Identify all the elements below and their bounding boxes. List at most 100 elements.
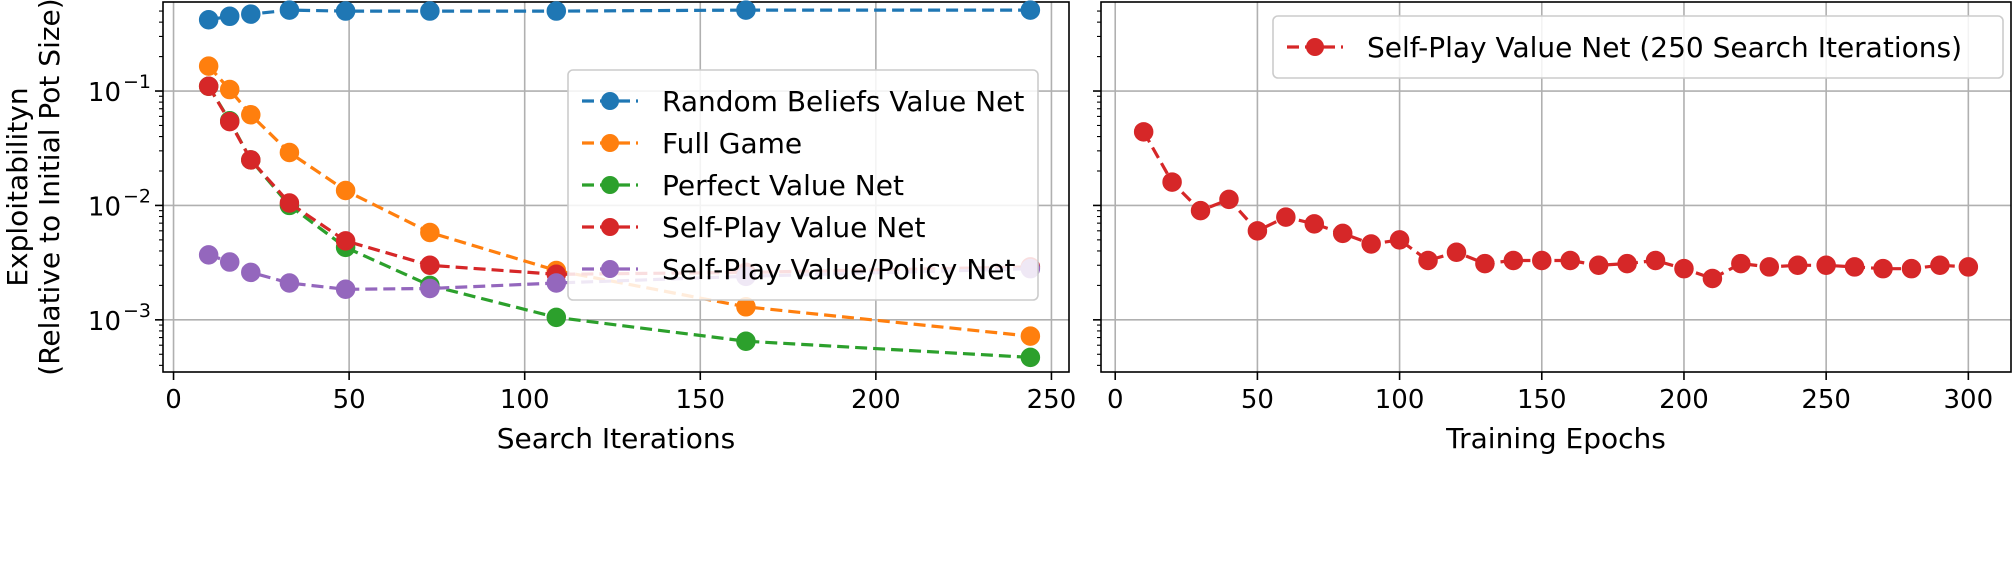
- y-tick-label: 10: [88, 307, 121, 337]
- data-point: [546, 273, 567, 293]
- x-tick-label: 250: [1801, 385, 1851, 415]
- data-point: [219, 111, 240, 132]
- data-point: [1020, 0, 1041, 20]
- y-axis: [1093, 10, 1101, 366]
- y-tick-label: 10: [88, 192, 121, 222]
- legend: Self-Play Value Net (250 Search Iteratio…: [1272, 15, 2004, 79]
- data-point: [1361, 234, 1381, 254]
- data-point: [1645, 250, 1666, 271]
- data-point: [1389, 230, 1410, 250]
- x-axis: 0 50 100 150 200 250 Search Iterations: [165, 372, 1076, 455]
- data-point: [1901, 258, 1922, 279]
- data-point: [420, 278, 440, 299]
- data-point: [335, 180, 356, 201]
- data-point: [198, 245, 219, 265]
- data-point: [279, 273, 300, 293]
- legend-label: Random Beliefs Value Net: [662, 85, 1024, 118]
- x-tick-label: 200: [851, 385, 901, 415]
- x-tick-label: 250: [1027, 385, 1077, 415]
- x-tick-label: 0: [165, 385, 182, 415]
- data-point: [279, 193, 300, 213]
- data-point: [219, 6, 240, 27]
- legend-item: Self-Play Value Net (250 Search Iteratio…: [1287, 31, 1962, 64]
- data-point: [279, 0, 300, 20]
- y-axis-title: Exploitabilityn: [1, 87, 34, 286]
- legend: Random Beliefs Value Net Full Game Perfect…: [567, 69, 1039, 301]
- data-point: [1020, 326, 1041, 346]
- legend-marker: [601, 218, 619, 236]
- legend-box: [567, 69, 1039, 301]
- data-point: [219, 79, 240, 100]
- data-point: [1162, 172, 1182, 192]
- x-tick-label: 0: [1107, 385, 1124, 415]
- data-point: [241, 150, 261, 170]
- x-axis-title: Training Epochs: [1445, 422, 1666, 455]
- data-point: [1674, 258, 1694, 279]
- x-tick-label: 100: [1375, 385, 1425, 415]
- data-point: [279, 142, 300, 163]
- y-tick-label: 10: [88, 78, 121, 108]
- data-point: [1617, 253, 1637, 274]
- legend-item: Full Game: [582, 127, 802, 160]
- data-point: [1816, 255, 1836, 276]
- legend-label: Perfect Value Net: [662, 169, 904, 202]
- data-point: [1247, 221, 1268, 241]
- data-point: [736, 0, 756, 20]
- data-point: [420, 222, 440, 243]
- data-point: [241, 105, 261, 125]
- legend-label: Self-Play Value/Policy Net: [662, 253, 1015, 286]
- data-point: [241, 4, 261, 24]
- y-tick-exponent: −2: [123, 185, 151, 207]
- legend-marker: [1306, 38, 1324, 56]
- x-axis: 0 50 100 150 200 250 300 Training Epochs: [1107, 372, 1993, 455]
- series: [1133, 122, 1979, 289]
- data-point: [1787, 255, 1808, 276]
- series-line: [1142, 131, 1969, 281]
- data-point: [1731, 253, 1751, 274]
- data-point: [1958, 257, 1979, 277]
- data-point: [1844, 257, 1865, 277]
- data-point: [1418, 250, 1438, 271]
- legend-label: Full Game: [662, 127, 802, 160]
- right-panel: 0 50 100 150 200 250 300 Training Epochs Self-Pl…: [1093, 1, 2012, 455]
- legend-label: Self-Play Value Net (250 Search Iteratio…: [1367, 31, 1962, 64]
- data-point: [1873, 258, 1893, 279]
- data-point: [546, 1, 567, 21]
- y-tick-exponent: −1: [123, 71, 151, 93]
- data-point: [1475, 253, 1495, 274]
- data-point: [335, 279, 356, 300]
- y-axis-title: (Relative to Initial Pot Size): [33, 0, 66, 376]
- data-point: [241, 262, 261, 283]
- data-point: [1219, 189, 1239, 210]
- data-point: [198, 76, 219, 97]
- data-point: [1190, 200, 1211, 221]
- plot-frame: [1100, 1, 2012, 373]
- x-tick-label: 50: [333, 385, 366, 415]
- x-tick-label: 150: [1517, 385, 1567, 415]
- x-tick-label: 300: [1944, 385, 1994, 415]
- legend-marker: [601, 260, 619, 278]
- data-point: [198, 9, 219, 30]
- data-point: [1930, 255, 1950, 276]
- data-point: [335, 231, 356, 251]
- series-group: [1133, 122, 1979, 289]
- data-point: [736, 331, 756, 351]
- data-point: [1020, 347, 1041, 368]
- data-point: [420, 1, 440, 21]
- data-point: [420, 255, 440, 276]
- data-point: [1276, 207, 1296, 227]
- legend-item: Self-Play Value/Policy Net: [582, 253, 1015, 286]
- data-point: [1446, 242, 1467, 262]
- series-line: [208, 8, 1031, 22]
- data-point: [335, 1, 356, 21]
- data-point: [219, 252, 240, 272]
- x-tick-label: 50: [1241, 385, 1274, 415]
- data-point: [1702, 268, 1723, 289]
- x-tick-label: 100: [500, 385, 550, 415]
- legend-marker: [601, 92, 619, 110]
- data-point: [1304, 214, 1325, 234]
- data-point: [1133, 122, 1154, 142]
